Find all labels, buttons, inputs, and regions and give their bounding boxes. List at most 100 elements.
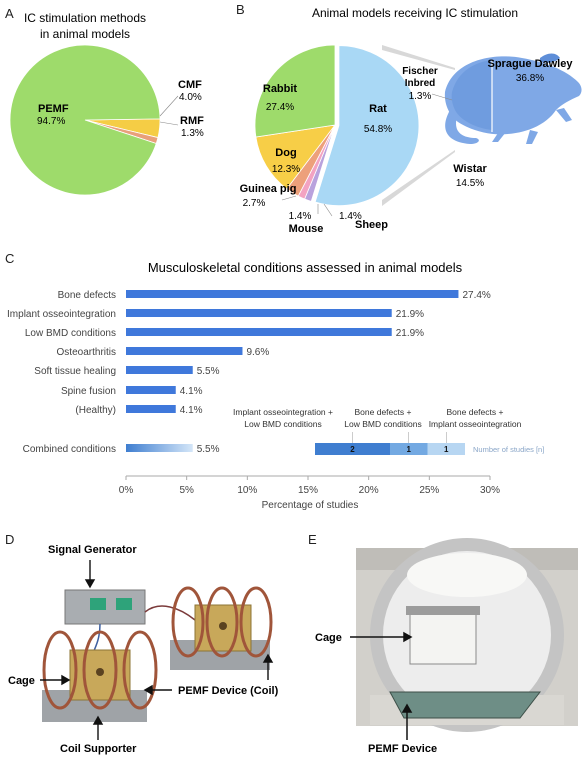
rat-strain-label-fischer-inbred-line2: Inbred [405, 78, 436, 89]
slice-value-cmf: 4.0% [179, 92, 202, 103]
combined-label-1: Implant osseointegration + [233, 407, 333, 417]
rat-illustration [444, 53, 582, 144]
slice-label-rmf: RMF [180, 115, 204, 127]
chart-title-c: Musculoskeletal conditions assessed in a… [148, 260, 463, 275]
rat-strain-value-fischer-inbred: 1.3% [409, 91, 432, 102]
leader-cmf [159, 95, 179, 117]
slice-label-dog: Dog [275, 147, 296, 159]
x-tick-label-6: 30% [480, 485, 500, 496]
category-label-implant-osseointegration: Implant osseointegration [7, 309, 116, 320]
x-tick-label-2: 10% [237, 485, 257, 496]
coil-left-3 [122, 630, 158, 710]
slice-value-pemf: 94.7% [37, 116, 65, 127]
arrowhead-coil-supporter [92, 715, 104, 725]
slice-value-mouse: 1.4% [289, 211, 312, 222]
rat-strain-label-fischer-inbred: Fischer [402, 66, 438, 77]
slice-label-cmf: CMF [178, 79, 202, 91]
bar-value-osteoarthritis: 9.6% [246, 347, 269, 358]
coil-left-2 [82, 630, 118, 710]
combined-segment-3 [427, 443, 465, 455]
category-label-healthy: (Healthy) [75, 405, 116, 416]
photo-cage [409, 611, 477, 665]
chart-title-a-line2: in animal models [40, 27, 130, 41]
bar-implant-osseointegration [126, 309, 392, 317]
bar-value-healthy: 4.1% [180, 405, 203, 416]
cage-hole-left [96, 668, 104, 676]
ring-highlight [407, 553, 527, 597]
bar-value-combined-conditions: 5.5% [197, 444, 220, 455]
arrowhead-signal-generator [84, 579, 96, 589]
bar-spine-fusion [126, 386, 176, 394]
arrowhead-cage-e [403, 631, 413, 643]
bar-combined-conditions [126, 444, 193, 452]
category-label-combined-conditions: Combined conditions [23, 444, 116, 455]
slice-value-dog: 12.3% [272, 164, 300, 175]
category-label-low-bmd-conditions: Low BMD conditions [25, 328, 116, 339]
label-signal-generator: Signal Generator [48, 544, 137, 556]
category-label-bone-defects: Bone defects [58, 290, 116, 301]
slice-value-sheep: 1.4% [339, 211, 362, 222]
label-pemf-device-e: PEMF Device [368, 743, 437, 755]
slice-label-sheep: Sheep [355, 219, 388, 231]
combined-unit-label: Number of studies [n] [473, 445, 544, 454]
combined-count-1: 2 [350, 445, 355, 454]
combined-label-3-line2: Implant osseointegration [429, 419, 522, 429]
label-pemf-device-coil: PEMF Device (Coil) [178, 685, 279, 697]
pie-chart-animals: Animal models receiving IC stimulation Ra… [240, 6, 582, 235]
bar-value-soft-tissue-healing: 5.5% [197, 366, 220, 377]
bar-osteoarthritis [126, 347, 243, 355]
zoom-line-bottom [382, 150, 455, 206]
combined-count-2: 1 [407, 445, 412, 454]
arrowhead-pemf-right [262, 653, 274, 663]
rat-tail [445, 110, 479, 144]
x-tick-label-4: 20% [359, 485, 379, 496]
slice-label-rabbit: Rabbit [263, 83, 298, 95]
arrowhead-pemf-left [143, 684, 153, 696]
x-tick-label-0: 0% [119, 485, 134, 496]
panel-letter-d: D [5, 532, 15, 547]
pemf-device-illustration: Signal Generator Cage PEMF Device (Coil)… [8, 544, 279, 755]
slice-value-rmf: 1.3% [181, 128, 204, 139]
slice-label-guinea-pig: Guinea pig [240, 183, 297, 195]
panel-letter-e: E [308, 532, 317, 547]
chart-title-b: Animal models receiving IC stimulation [312, 6, 518, 20]
arrowhead-pemf-device-e [401, 703, 413, 713]
x-axis-label: Percentage of studies [262, 500, 359, 511]
bar-soft-tissue-healing [126, 366, 193, 374]
coil-right-1 [171, 586, 205, 658]
leader-guinea-pig [281, 195, 297, 201]
slice-label-mouse: Mouse [289, 223, 324, 235]
coil-left-1 [42, 630, 78, 710]
label-coil-supporter: Coil Supporter [60, 743, 137, 755]
arrowhead-cage [61, 674, 71, 686]
x-tick-label-5: 25% [419, 485, 439, 496]
combined-count-3: 1 [444, 445, 449, 454]
cable [144, 605, 196, 621]
pie-chart-methods: IC stimulation methods in animal models PE… [9, 11, 204, 196]
category-label-osteoarthritis: Osteoarthritis [57, 347, 116, 358]
pie-slice-dog [255, 124, 336, 190]
slice-value-rat: 54.8% [364, 124, 392, 135]
rat-wistar-shade [451, 60, 492, 130]
leader-fischer [431, 93, 453, 101]
label-cage-d: Cage [8, 675, 35, 687]
rat-ear [540, 53, 560, 63]
bar-value-implant-osseointegration: 21.9% [396, 309, 424, 320]
pie-slice-rabbit [254, 44, 336, 138]
slice-label-rat: Rat [369, 103, 387, 115]
label-cage-e: Cage [315, 632, 342, 644]
panel-letter-c: C [5, 251, 15, 266]
bar-value-low-bmd-conditions: 21.9% [396, 328, 424, 339]
slice-value-guinea-pig: 2.7% [243, 198, 266, 209]
rat-body [444, 56, 582, 135]
combined-label-3: Bone defects + [447, 407, 504, 417]
bar-healthy [126, 405, 176, 413]
category-label-spine-fusion: Spine fusion [61, 386, 116, 397]
bar-value-spine-fusion: 4.1% [180, 386, 203, 397]
slice-value-rabbit: 27.4% [266, 102, 294, 113]
combined-label-2-line2: Low BMD conditions [344, 419, 421, 429]
coil-right-3 [239, 586, 273, 658]
slice-label-pemf: PEMF [38, 103, 69, 115]
coil-right-2 [205, 586, 239, 658]
